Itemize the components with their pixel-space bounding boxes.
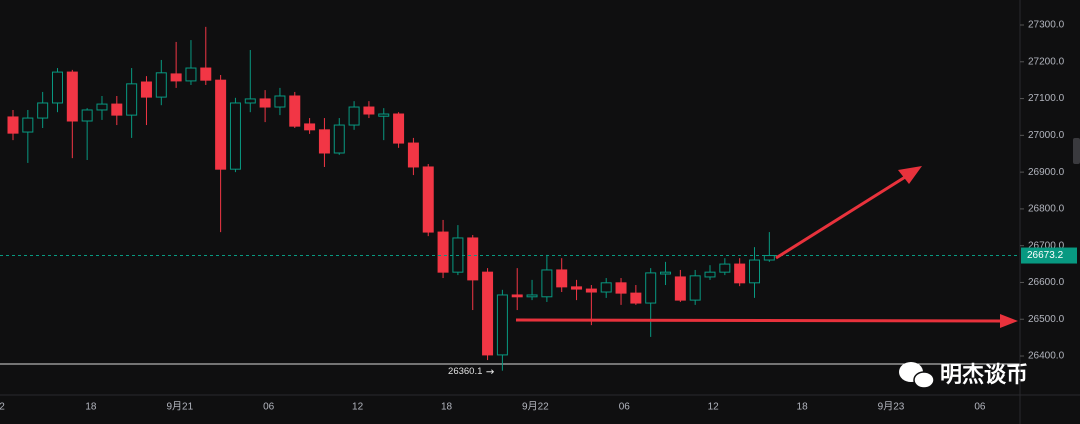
annotation-arrow bbox=[775, 172, 911, 260]
low-label: 26360.1 bbox=[448, 366, 482, 377]
y-tick-label: 26900.0 bbox=[1028, 167, 1065, 178]
candle-body bbox=[155, 72, 167, 98]
candle-body bbox=[274, 95, 286, 108]
candle-body bbox=[645, 272, 657, 304]
price-label: 26673.2 bbox=[1027, 250, 1064, 261]
candle-body bbox=[704, 271, 716, 278]
candle-body bbox=[719, 263, 731, 273]
candle-body bbox=[541, 269, 553, 298]
candle-body bbox=[585, 288, 597, 293]
y-tick-label: 26500.0 bbox=[1028, 314, 1065, 325]
candle-body bbox=[51, 71, 63, 104]
price-label-bg bbox=[1021, 247, 1077, 264]
low-arrow bbox=[486, 369, 495, 375]
candle-body bbox=[749, 259, 760, 284]
candle-body bbox=[111, 103, 123, 116]
y-tick-label: 27300.0 bbox=[1028, 20, 1065, 31]
candle-body bbox=[200, 67, 212, 81]
candle-body bbox=[511, 294, 523, 298]
candle-body bbox=[689, 275, 701, 301]
candle-body bbox=[22, 117, 34, 133]
y-tick-label: 26400.0 bbox=[1028, 351, 1065, 362]
candle-body bbox=[304, 123, 316, 131]
watermark: 明杰谈币 bbox=[899, 362, 1028, 389]
annotation-arrowhead bbox=[898, 166, 922, 184]
x-tick-label: 18 bbox=[797, 402, 809, 413]
y-tick-label: 26700.0 bbox=[1028, 240, 1065, 251]
x-tick-label: 18 bbox=[85, 402, 97, 413]
candle-body bbox=[467, 237, 479, 281]
candle-body bbox=[437, 231, 449, 273]
candle-body bbox=[407, 142, 419, 168]
side-tab[interactable] bbox=[1073, 138, 1080, 164]
x-tick-label: 9月23 bbox=[878, 401, 905, 413]
candle-body bbox=[600, 282, 612, 293]
candle-body bbox=[630, 292, 642, 304]
candle-body bbox=[556, 269, 568, 288]
candle-body bbox=[763, 255, 775, 261]
candle-body bbox=[66, 71, 78, 122]
candle-body bbox=[482, 271, 494, 356]
x-tick-label: 9月22 bbox=[522, 401, 549, 413]
candle-body bbox=[126, 83, 138, 116]
y-tick-label: 27000.0 bbox=[1028, 130, 1065, 141]
candle-body bbox=[348, 106, 360, 126]
candle-body bbox=[615, 282, 627, 294]
candle-body bbox=[244, 98, 256, 104]
candle-body bbox=[674, 276, 686, 301]
candle-body bbox=[185, 67, 197, 82]
annotation-arrow bbox=[515, 318, 1005, 323]
y-tick-label: 26800.0 bbox=[1028, 204, 1065, 215]
candle-body bbox=[378, 113, 390, 117]
candle-body bbox=[259, 98, 271, 108]
candle-body bbox=[318, 129, 330, 154]
candle-body bbox=[289, 95, 301, 127]
x-tick-label: 06 bbox=[263, 402, 275, 413]
annotation-arrowhead bbox=[1000, 314, 1018, 328]
watermark-text: 明杰谈币 bbox=[940, 362, 1028, 387]
candle-body bbox=[363, 106, 375, 115]
x-tick-label: 06 bbox=[619, 402, 631, 413]
candle-body bbox=[393, 113, 405, 144]
x-tick-label: 18 bbox=[441, 402, 453, 413]
candle-body bbox=[571, 286, 583, 290]
candle-body bbox=[170, 73, 182, 82]
x-tick-label: 9月21 bbox=[166, 401, 193, 413]
candle-body bbox=[37, 102, 49, 119]
candle-body bbox=[333, 124, 345, 154]
x-tick-label: 12 bbox=[708, 402, 720, 413]
candle-body bbox=[422, 166, 434, 233]
candle-body bbox=[734, 263, 746, 284]
x-tick-label: 06 bbox=[974, 402, 986, 413]
candle-body bbox=[660, 271, 672, 275]
candle-body bbox=[7, 116, 19, 134]
x-tick-label: 12 bbox=[352, 402, 364, 413]
candle-body bbox=[215, 79, 227, 170]
candle-body bbox=[96, 103, 108, 111]
candle-body bbox=[496, 294, 508, 356]
candle-body bbox=[81, 109, 93, 122]
candle-body bbox=[229, 102, 241, 170]
candle-body bbox=[140, 81, 152, 98]
y-tick-label: 27100.0 bbox=[1028, 93, 1065, 104]
x-tick-label: 2 bbox=[0, 402, 5, 413]
y-tick-label: 26600.0 bbox=[1028, 277, 1065, 288]
candle-body bbox=[526, 294, 538, 298]
y-tick-label: 27200.0 bbox=[1028, 56, 1065, 67]
